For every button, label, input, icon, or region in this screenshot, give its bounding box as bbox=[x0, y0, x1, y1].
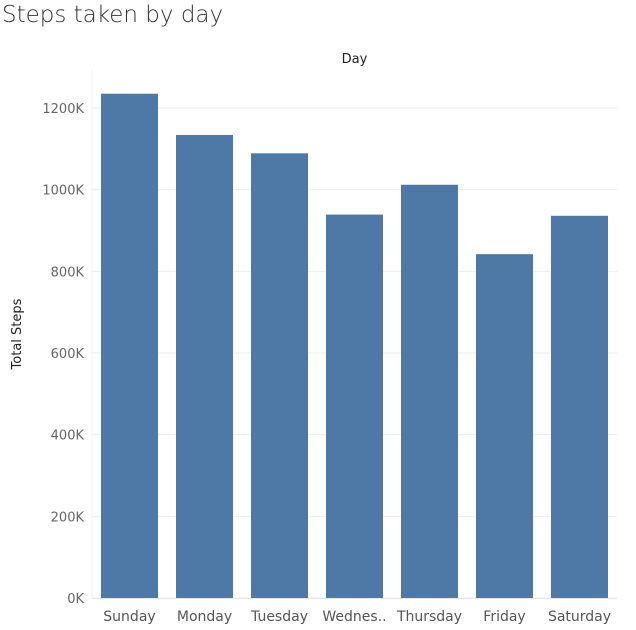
bar-tuesday[interactable] bbox=[251, 153, 308, 598]
y-axis-title: Total Steps bbox=[10, 298, 25, 370]
y-axis: 0K 200K 400K 600K 800K 1000K 1200K bbox=[42, 70, 93, 607]
x-tick-label: Thursday bbox=[396, 609, 462, 625]
bar-saturday[interactable] bbox=[551, 215, 608, 599]
bar-sunday[interactable] bbox=[101, 93, 158, 598]
y-tick-label: 1000K bbox=[42, 184, 84, 199]
bars bbox=[101, 93, 608, 599]
x-axis: Sunday Monday Tuesday Wednes.. Thursday Frida… bbox=[92, 598, 617, 625]
x-tick-label: Tuesday bbox=[250, 609, 308, 625]
y-tick-label: 1200K bbox=[42, 102, 84, 117]
x-axis-title: Day bbox=[342, 52, 368, 67]
x-tick-label: Wednes.. bbox=[322, 609, 386, 625]
y-tick-label: 600K bbox=[51, 347, 85, 362]
x-tick-label: Friday bbox=[483, 609, 525, 625]
x-tick-label: Sunday bbox=[103, 609, 155, 625]
y-tick-label: 800K bbox=[51, 265, 85, 280]
x-tick-label: Monday bbox=[177, 609, 232, 625]
y-tick-label: 0K bbox=[67, 592, 84, 607]
x-tick-label: Saturday bbox=[548, 609, 611, 625]
bar-wednes[interactable] bbox=[326, 214, 383, 598]
y-tick-label: 400K bbox=[51, 429, 85, 444]
chart-title: Steps taken by day bbox=[2, 2, 224, 28]
y-tick-label: 200K bbox=[51, 510, 85, 525]
bar-friday[interactable] bbox=[476, 254, 533, 598]
bar-monday[interactable] bbox=[176, 134, 233, 598]
bar-thursday[interactable] bbox=[401, 184, 458, 598]
